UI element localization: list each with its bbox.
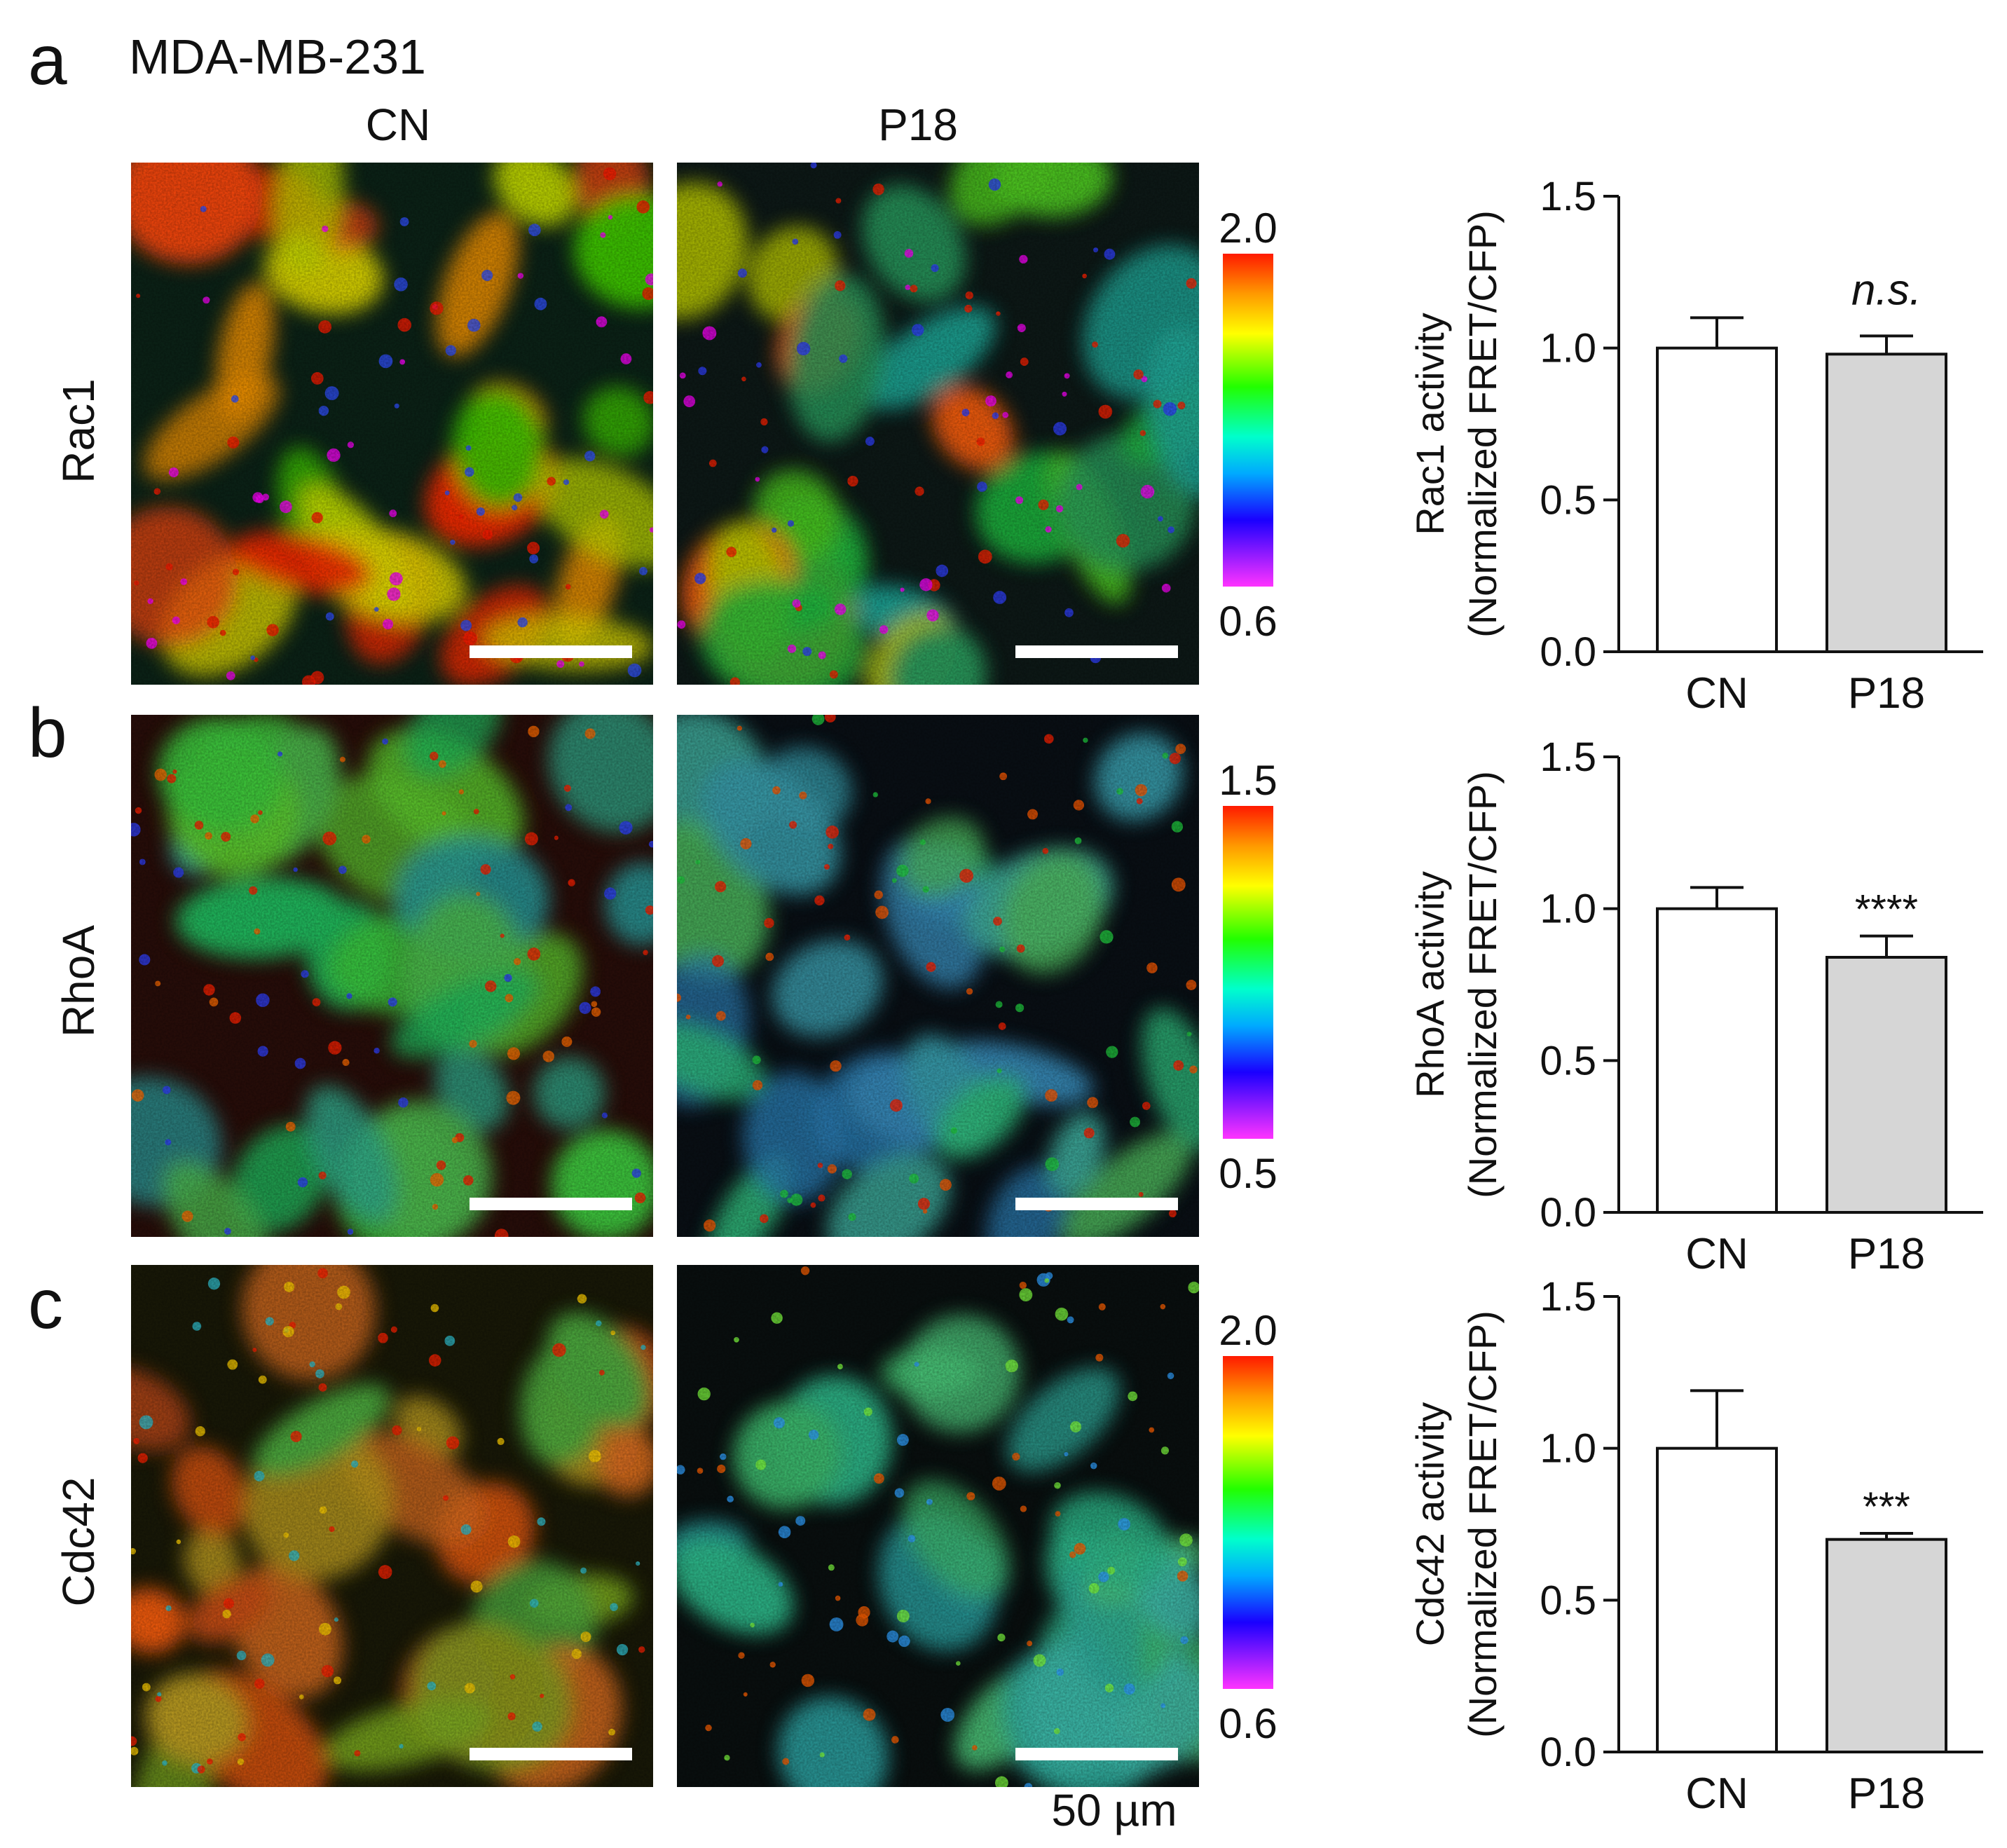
bar-p18 [1826,956,1947,1214]
y-tick-label: 1.0 [1540,1426,1596,1472]
significance-label: n.s. [1851,266,1922,314]
y-tick-label: 0.0 [1540,629,1596,675]
column-label-p18: P18 [878,100,958,150]
y-tick-label: 0.5 [1540,1577,1596,1623]
significance-label: **** [1855,887,1918,933]
scale-bar [1015,645,1178,658]
category-label: P18 [1848,669,1925,718]
colorbar-max-label: 2.0 [1219,1307,1277,1354]
y-tick-label: 1.0 [1540,887,1596,932]
category-label: P18 [1848,1230,1925,1278]
bar-chart-1: 0.0 0.5 1.0 1.5 Rac1 activity (Normalized FRE… [1408,174,1983,718]
y-tick-label: 1.5 [1540,734,1596,780]
microscopy-image-rac1-cn [131,163,653,685]
colorbar-cdc42: 2.0 0.6 [1219,1307,1277,1747]
y-tick-label: 1.5 [1540,174,1596,219]
microscopy-image-rac1-p18 [677,163,1199,685]
y-axis-label: Cdc42 activity [1408,1402,1452,1647]
y-tick-label: 0.5 [1540,477,1596,523]
y-tick-label: 0.5 [1540,1038,1596,1083]
colorbar-min-label: 0.6 [1219,598,1277,645]
bar-p18 [1826,353,1947,653]
row-label-rhoa: RhoA [53,925,104,1037]
y-tick-label: 1.0 [1540,326,1596,371]
colorbar-rac1: 2.0 0.6 [1219,205,1277,645]
colorbar-min-label: 0.6 [1219,1700,1277,1747]
bar-chart-2: 0.0 0.5 1.0 1.5 RhoA activity (Normalized FRE… [1408,734,1983,1278]
y-axis-label-units: (Normalized FRET/CFP) [1460,1310,1505,1738]
y-axis-label: RhoA activity [1408,871,1452,1098]
microscopy-image-cdc42-p18 [677,1265,1199,1787]
category-label: CN [1685,1230,1748,1278]
scale-bar [1015,1198,1178,1210]
panel-letter-a: a [28,21,67,100]
microscopy-image-cdc42-cn [131,1265,653,1787]
category-label: CN [1685,1770,1748,1818]
scale-bar [470,1198,632,1210]
colorbar-min-label: 0.5 [1219,1150,1277,1197]
y-tick-label: 0.0 [1540,1730,1596,1775]
cell-line-title: MDA-MB-231 [129,29,426,84]
y-axis-label: Rac1 activity [1408,313,1452,535]
microscopy-images [131,163,1199,1787]
panel-letter-b: b [28,694,67,772]
y-tick-label: 1.5 [1540,1274,1596,1320]
color-bars: 2.0 0.6 1.5 0.5 2.0 0.6 [1219,205,1277,1747]
category-label: CN [1685,669,1748,718]
bar-cn [1656,907,1778,1214]
row-label-cdc42: Cdc42 [53,1477,104,1607]
scale-bar [470,1748,632,1760]
y-axis-label-units: (Normalized FRET/CFP) [1460,210,1505,638]
bar-p18 [1826,1538,1947,1754]
scale-bar-label: 50 µm [1051,1785,1177,1835]
bar-cn [1656,346,1778,653]
y-tick-label: 0.0 [1540,1190,1596,1236]
scale-bar [470,645,632,658]
colorbar-max-label: 2.0 [1219,205,1277,252]
bar-chart-3: 0.0 0.5 1.0 1.5 Cdc42 activity (Normalized FR… [1408,1274,1983,1818]
row-label-rac1: Rac1 [53,378,104,483]
colorbar-rhoa: 1.5 0.5 [1219,757,1277,1197]
y-axis-label-units: (Normalized FRET/CFP) [1460,771,1505,1198]
category-label: P18 [1848,1770,1925,1818]
colorbar-max-label: 1.5 [1219,757,1277,804]
bar-cn [1656,1446,1778,1754]
scale-bar [1015,1748,1178,1760]
microscopy-image-rhoa-cn [131,715,653,1237]
microscopy-image-rhoa-p18 [677,715,1199,1237]
significance-label: *** [1863,1484,1910,1530]
panel-letter-c: c [28,1265,63,1343]
column-label-cn: CN [366,100,430,150]
